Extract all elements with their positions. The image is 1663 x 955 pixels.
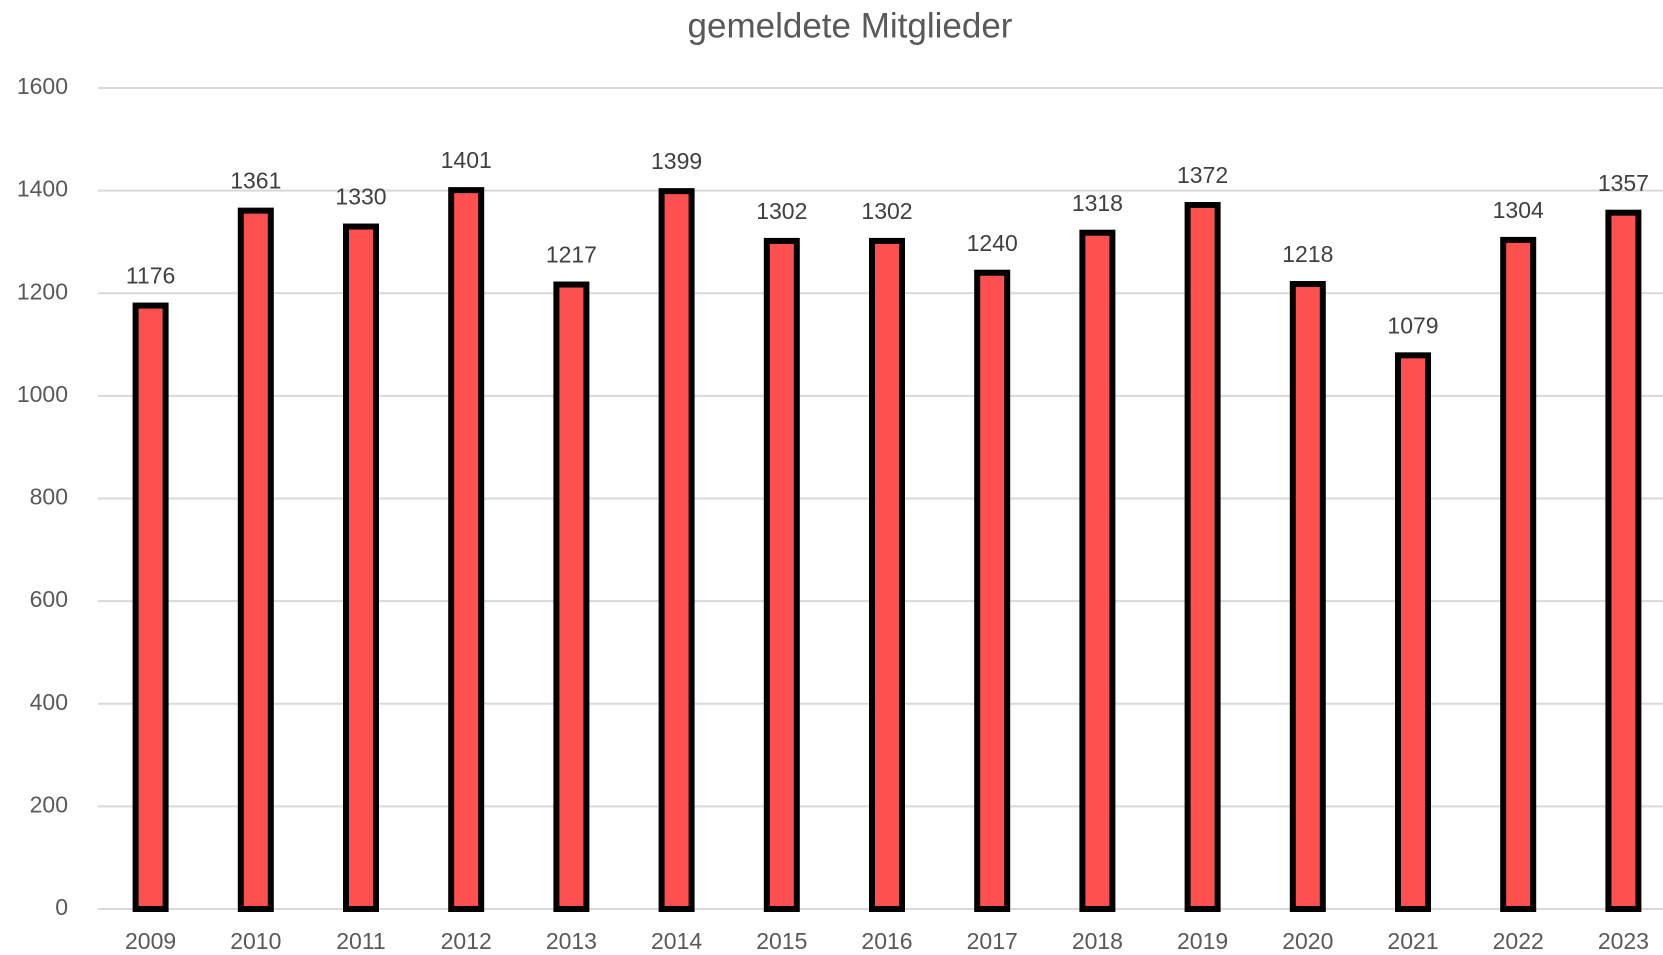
x-tick-label: 2021 bbox=[1387, 928, 1438, 954]
data-label: 1217 bbox=[546, 242, 597, 268]
chart-title: gemeldete Mitglieder bbox=[688, 6, 1013, 45]
x-tick-label: 2015 bbox=[756, 928, 807, 954]
bar bbox=[658, 188, 695, 912]
bar bbox=[343, 223, 379, 912]
x-tick-label: 2018 bbox=[1072, 928, 1123, 954]
bar bbox=[237, 207, 274, 912]
bar bbox=[869, 237, 905, 912]
y-tick-label: 1200 bbox=[17, 278, 68, 304]
x-tick-label: 2009 bbox=[125, 928, 176, 954]
y-tick-label: 0 bbox=[55, 894, 68, 920]
data-label: 1079 bbox=[1387, 312, 1438, 338]
bar bbox=[1079, 229, 1116, 913]
bar bbox=[1500, 236, 1537, 912]
data-label: 1318 bbox=[1072, 190, 1123, 216]
y-tick-label: 1600 bbox=[17, 73, 68, 99]
x-tick-label: 2020 bbox=[1282, 928, 1333, 954]
data-label: 1240 bbox=[967, 230, 1018, 256]
x-tick-label: 2019 bbox=[1177, 928, 1228, 954]
y-tick-label: 800 bbox=[30, 484, 68, 510]
data-label: 1357 bbox=[1598, 170, 1649, 196]
bar bbox=[1395, 352, 1431, 912]
data-label: 1302 bbox=[861, 198, 912, 224]
y-tick-label: 1400 bbox=[17, 176, 68, 202]
data-label: 1399 bbox=[651, 148, 702, 174]
data-label: 1304 bbox=[1493, 197, 1544, 223]
data-label: 1302 bbox=[756, 198, 807, 224]
bar bbox=[1605, 209, 1642, 912]
y-tick-label: 200 bbox=[30, 791, 68, 817]
y-tick-label: 1000 bbox=[17, 381, 68, 407]
x-tick-label: 2010 bbox=[230, 928, 281, 954]
data-label: 1330 bbox=[335, 184, 386, 210]
bar bbox=[974, 269, 1011, 913]
data-label: 1176 bbox=[126, 263, 175, 289]
x-tick-label: 2014 bbox=[651, 928, 702, 954]
bar bbox=[132, 302, 169, 912]
x-tick-label: 2022 bbox=[1493, 928, 1544, 954]
x-tick-label: 2023 bbox=[1598, 928, 1649, 954]
bar bbox=[1289, 281, 1326, 913]
bar bbox=[1184, 201, 1221, 912]
bar bbox=[448, 187, 485, 912]
x-tick-label: 2016 bbox=[861, 928, 912, 954]
data-label: 1372 bbox=[1177, 162, 1228, 188]
x-tick-label: 2013 bbox=[546, 928, 597, 954]
x-tick-label: 2017 bbox=[967, 928, 1018, 954]
x-tick-label: 2011 bbox=[336, 928, 385, 954]
data-label: 1218 bbox=[1282, 241, 1333, 267]
y-tick-label: 400 bbox=[30, 689, 68, 715]
data-label: 1361 bbox=[230, 168, 281, 194]
data-label: 1401 bbox=[441, 147, 492, 173]
bar bbox=[763, 237, 800, 912]
y-tick-label: 600 bbox=[30, 586, 68, 612]
bar bbox=[553, 281, 590, 913]
x-tick-label: 2012 bbox=[441, 928, 492, 954]
